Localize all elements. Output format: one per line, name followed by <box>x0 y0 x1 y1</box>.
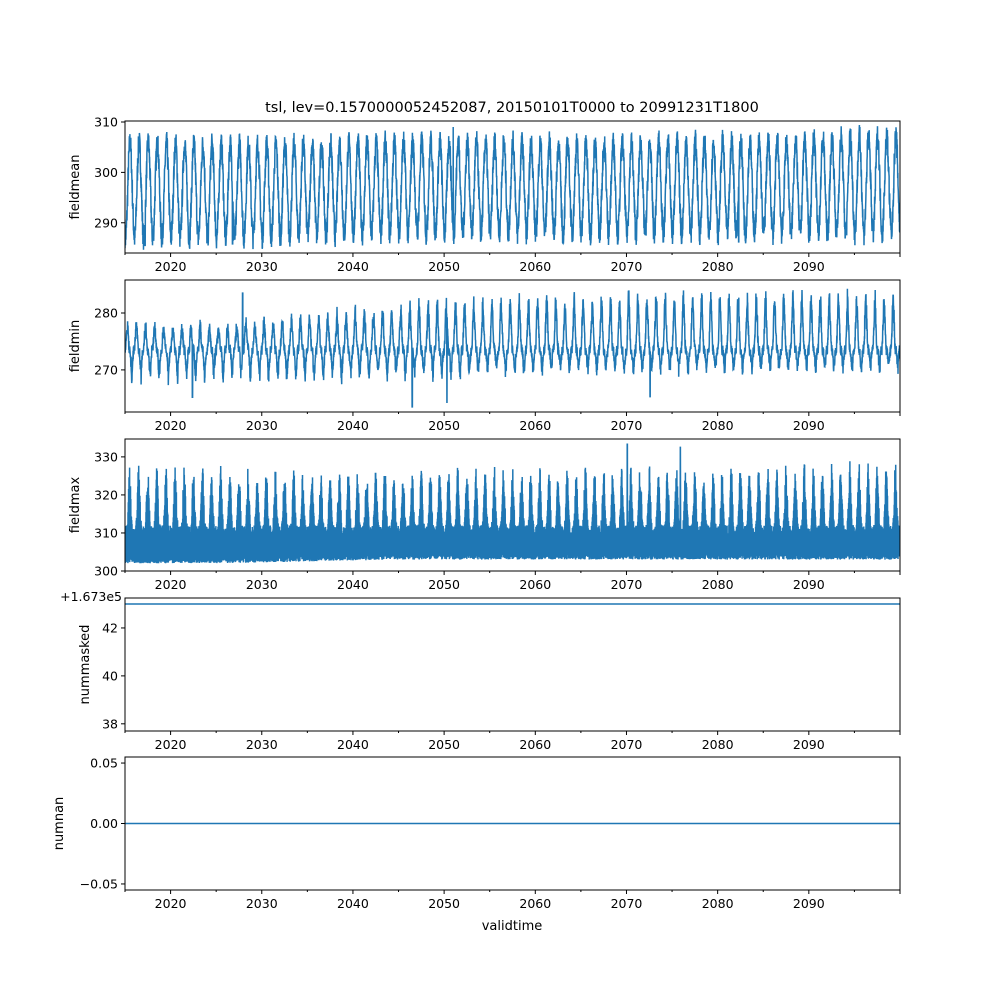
x-tick-label: 2020 <box>155 259 187 274</box>
x-tick-label: 2060 <box>519 737 551 752</box>
y-tick-label: 270 <box>94 362 118 377</box>
x-tick-label: 2030 <box>246 259 278 274</box>
x-tick-label: 2030 <box>246 896 278 911</box>
fieldmax-series-line <box>125 443 900 564</box>
x-tick-label: 2030 <box>246 737 278 752</box>
x-tick-label: 2020 <box>155 577 187 592</box>
x-tick-label: 2070 <box>611 577 643 592</box>
x-tick-label: 2040 <box>337 259 369 274</box>
x-tick-label: 2050 <box>428 896 460 911</box>
y-tick-label: 280 <box>94 306 118 321</box>
y-tick-label: −0.05 <box>80 876 118 891</box>
panel-numnan: 2020 2030 2040 2050 2060 2070 2080 2090 −0.05 0.0… <box>52 756 901 911</box>
fieldmax-axes-frame <box>124 438 901 572</box>
y-axis-label: nummasked <box>78 625 93 705</box>
fieldmean-series-line <box>125 124 900 250</box>
x-tick-label: 2060 <box>519 577 551 592</box>
x-tick-label: 2080 <box>702 737 734 752</box>
panel-fieldmax: 2020 2030 2040 2050 2060 2070 2080 2090 300 310 32… <box>68 438 901 592</box>
x-tick-label: 2070 <box>611 896 643 911</box>
y-tick-label: 0.05 <box>90 756 118 771</box>
y-tick-label: 38 <box>102 716 118 731</box>
x-tick-label: 2080 <box>702 577 734 592</box>
x-tick-label: 2050 <box>428 577 460 592</box>
x-tick-label: 2080 <box>702 259 734 274</box>
x-tick-label: 2040 <box>337 577 369 592</box>
x-tick-label: 2080 <box>702 418 734 433</box>
x-tick-label: 2030 <box>246 577 278 592</box>
y-tick-label: 0.00 <box>90 816 118 831</box>
fieldmin-axes-frame <box>124 279 901 413</box>
x-tick-label: 2020 <box>155 896 187 911</box>
x-tick-label: 2040 <box>337 896 369 911</box>
x-tick-label: 2070 <box>611 737 643 752</box>
x-tick-label: 2090 <box>793 896 825 911</box>
x-tick-label: 2060 <box>519 259 551 274</box>
y-tick-label: 320 <box>94 487 118 502</box>
panel-fieldmean: 2020 2030 2040 2050 2060 2070 2080 2090 290 300 31… <box>68 115 901 274</box>
x-tick-label: 2060 <box>519 418 551 433</box>
y-tick-label: 40 <box>102 668 118 683</box>
chart-title: tsl, lev=0.1570000052452087, 20150101T00… <box>265 100 759 116</box>
x-tick-label: 2020 <box>155 418 187 433</box>
x-tick-label: 2040 <box>337 418 369 433</box>
y-axis-label: fieldmean <box>68 155 83 220</box>
x-tick-label: 2090 <box>793 577 825 592</box>
y-tick-label: 300 <box>94 564 118 579</box>
x-tick-label: 2060 <box>519 896 551 911</box>
y-axis-label: fieldmin <box>68 320 83 373</box>
x-tick-label: 2020 <box>155 737 187 752</box>
x-tick-label: 2090 <box>793 259 825 274</box>
panel-fieldmin: 2020 2030 2040 2050 2060 2070 2080 2090 270 280 fi… <box>68 279 901 433</box>
y-tick-label: 300 <box>94 165 118 180</box>
y-axis-label: numnan <box>52 797 67 851</box>
y-tick-label: 330 <box>94 449 118 464</box>
x-tick-label: 2040 <box>337 737 369 752</box>
y-tick-label: 310 <box>94 115 118 130</box>
y-tick-label: 290 <box>94 215 118 230</box>
y-tick-label: 310 <box>94 525 118 540</box>
x-tick-label: 2080 <box>702 896 734 911</box>
x-tick-label: 2070 <box>611 418 643 433</box>
x-tick-label: 2050 <box>428 418 460 433</box>
x-tick-label: 2030 <box>246 418 278 433</box>
y-offset-text: +1.673e5 <box>60 589 122 604</box>
x-tick-label: 2050 <box>428 259 460 274</box>
x-tick-label: 2090 <box>793 737 825 752</box>
x-tick-label: 2090 <box>793 418 825 433</box>
fieldmin-series-line <box>125 288 900 408</box>
x-axis-label: validtime <box>482 919 543 934</box>
x-tick-label: 2070 <box>611 259 643 274</box>
x-tick-label: 2050 <box>428 737 460 752</box>
panel-nummasked: 2020 2030 2040 2050 2060 2070 2080 2090 38 40 42 nu… <box>60 589 901 752</box>
y-axis-label: fieldmax <box>68 477 83 534</box>
y-tick-label: 42 <box>102 620 118 635</box>
fieldmean-axes-frame <box>124 120 901 254</box>
nummasked-axes-frame <box>124 597 901 732</box>
